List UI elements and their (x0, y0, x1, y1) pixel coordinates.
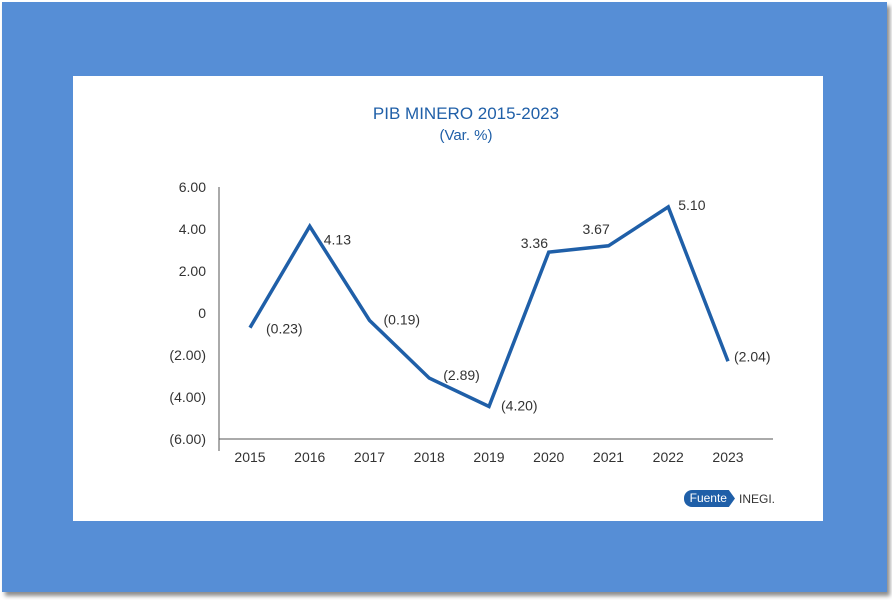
y-tick-labels: 6.00 4.00 2.00 0 (2.00) (4.00) (6.00) (169, 179, 206, 447)
data-label: 5.10 (678, 197, 705, 213)
data-label: (0.23) (266, 321, 303, 337)
data-label: 4.13 (324, 231, 351, 247)
data-label: 3.67 (583, 221, 610, 237)
data-label: (2.89) (443, 367, 480, 383)
x-tick-label: 2023 (712, 449, 743, 465)
data-label: 3.36 (521, 235, 548, 251)
x-tick-label: 2016 (294, 449, 325, 465)
chart-card: PIB MINERO 2015-2023 (Var. %) 6.00 4.00 2.… (73, 76, 823, 521)
chart-title: PIB MINERO 2015-2023 (373, 104, 559, 123)
y-tick-label: (2.00) (169, 347, 206, 363)
y-tick-label: 2.00 (179, 263, 206, 279)
source-badge: Fuente (683, 490, 735, 507)
line-chart: PIB MINERO 2015-2023 (Var. %) 6.00 4.00 2.… (169, 104, 773, 465)
x-tick-label: 2021 (593, 449, 624, 465)
data-labels: (0.23) 4.13 (0.19) (2.89) (4.20) 3.36 3.67 5.10… (266, 197, 771, 414)
data-label: (2.04) (734, 348, 771, 364)
x-tick-labels: 2015 2016 2017 2018 2019 2020 2021 2022 2023 (234, 449, 743, 465)
chart-subtitle: (Var. %) (439, 127, 492, 144)
x-tick-label: 2020 (533, 449, 564, 465)
y-tick-label: 0 (198, 305, 206, 321)
x-tick-label: 2022 (653, 449, 684, 465)
y-tick-label: (4.00) (169, 389, 206, 405)
x-tick-label: 2017 (354, 449, 385, 465)
source-note: Fuente INEGI. (683, 490, 775, 507)
x-tick-label: 2015 (234, 449, 265, 465)
y-tick-label: 4.00 (179, 221, 206, 237)
source-text: INEGI. (738, 491, 775, 506)
data-label: (4.20) (501, 397, 538, 413)
series-line (248, 204, 730, 409)
y-tick-label: (6.00) (169, 431, 206, 447)
x-tick-label: 2018 (414, 449, 445, 465)
data-label: (0.19) (384, 311, 421, 327)
x-tick-label: 2019 (473, 449, 504, 465)
series-line-group (248, 204, 730, 409)
blue-frame: PIB MINERO 2015-2023 (Var. %) 6.00 4.00 2.… (2, 2, 887, 592)
y-tick-label: 6.00 (179, 179, 206, 195)
